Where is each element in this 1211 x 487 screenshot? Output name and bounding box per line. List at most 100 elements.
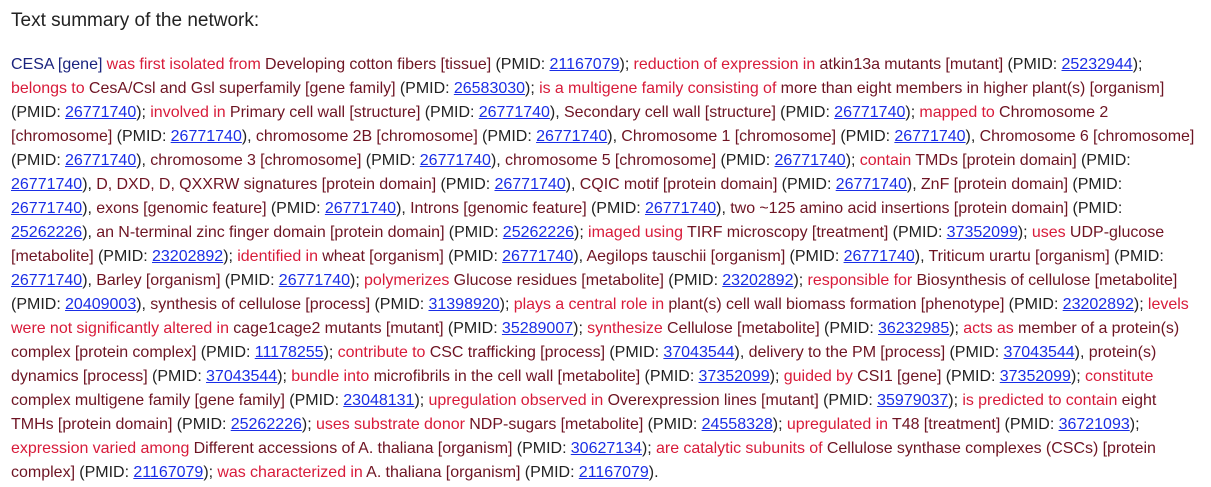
- pmid-link[interactable]: 26771740: [11, 272, 83, 289]
- relation-phrase: upregulation observed in: [428, 392, 608, 409]
- entity-term: an N-terminal zinc finger domain [protei…: [96, 224, 449, 241]
- pmid-link[interactable]: 26771740: [774, 152, 846, 169]
- citation-punctuation: );: [349, 272, 365, 289]
- pmid-link[interactable]: 26771740: [834, 104, 906, 121]
- entity-term: Cellulose synthase complexes (CSCs) [pro…: [11, 440, 1156, 481]
- citation-punctuation: (PMID:: [11, 152, 66, 169]
- citation-punctuation: (PMID:: [644, 368, 699, 385]
- entity-term: T48 [treatment]: [891, 416, 1005, 433]
- citation-punctuation: (PMID:: [97, 248, 152, 265]
- citation-punctuation: (PMID:: [224, 272, 279, 289]
- citation-punctuation: (PMID:: [524, 464, 579, 481]
- citation-punctuation: );: [223, 248, 238, 265]
- pmid-link[interactable]: 21167079: [549, 56, 620, 73]
- relation-phrase: synthesize: [587, 320, 667, 337]
- citation-punctuation: (PMID:: [789, 248, 844, 265]
- pmid-link[interactable]: 26771740: [536, 128, 608, 145]
- entity-term: Different accessions of A. thaliana [org…: [193, 440, 517, 457]
- citation-punctuation: );: [1133, 296, 1148, 313]
- pmid-link[interactable]: 26583030: [453, 80, 526, 97]
- entity-term: ZnF [protein domain]: [920, 176, 1073, 193]
- pmid-link[interactable]: 25262226: [502, 224, 574, 241]
- relation-phrase: uses: [1031, 224, 1070, 241]
- relation-phrase: levels were not significantly altered in: [11, 296, 1189, 337]
- relation-phrase: uses substrate donor: [315, 416, 470, 433]
- citation-punctuation: (PMID:: [1007, 56, 1062, 73]
- citation-punctuation: );: [619, 56, 634, 73]
- relation-phrase: are catalytic subunits of: [656, 440, 827, 457]
- pmid-link[interactable]: 26771740: [324, 200, 397, 217]
- citation-punctuation: (PMID:: [424, 104, 479, 121]
- pmid-link[interactable]: 26771740: [502, 248, 574, 265]
- pmid-link[interactable]: 23048131: [343, 392, 415, 409]
- citation-punctuation: );: [1132, 56, 1143, 73]
- pmid-link[interactable]: 37043544: [206, 368, 278, 385]
- entity-term: member of a protein(s) complex [protein …: [11, 320, 1180, 361]
- pmid-link[interactable]: 26771740: [65, 104, 137, 121]
- citation-punctuation: ),: [607, 128, 622, 145]
- pmid-link[interactable]: 24558328: [701, 416, 773, 433]
- pmid-link[interactable]: 26771740: [894, 128, 966, 145]
- pmid-link[interactable]: 26771740: [278, 272, 350, 289]
- pmid-link[interactable]: 25262226: [230, 416, 302, 433]
- citation-punctuation: (PMID:: [824, 320, 879, 337]
- pmid-link[interactable]: 23202892: [722, 272, 794, 289]
- relation-phrase: involved in: [150, 104, 230, 121]
- citation-punctuation: );: [772, 416, 787, 433]
- pmid-link[interactable]: 26771740: [11, 176, 83, 193]
- citation-punctuation: ),: [396, 200, 411, 217]
- citation-punctuation: );: [1070, 368, 1085, 385]
- pmid-link[interactable]: 21167079: [578, 464, 649, 481]
- pmid-link[interactable]: 23202892: [152, 248, 224, 265]
- gene-term: CESA [gene]: [11, 56, 107, 73]
- citation-punctuation: );: [499, 296, 514, 313]
- pmid-link[interactable]: 37043544: [1003, 344, 1075, 361]
- citation-punctuation: (PMID:: [495, 56, 550, 73]
- pmid-link[interactable]: 37352099: [698, 368, 770, 385]
- pmid-link[interactable]: 26771740: [11, 200, 83, 217]
- relation-phrase: acts as: [963, 320, 1018, 337]
- pmid-link[interactable]: 26771740: [65, 152, 137, 169]
- entity-term: exons [genomic feature]: [96, 200, 271, 217]
- pmid-link[interactable]: 37352099: [999, 368, 1071, 385]
- citation-punctuation: );: [845, 152, 860, 169]
- citation-punctuation: (PMID:: [1004, 416, 1059, 433]
- relation-phrase: polymerizes: [364, 272, 454, 289]
- relation-phrase: imaged using: [588, 224, 687, 241]
- citation-punctuation: );: [1017, 224, 1032, 241]
- pmid-link[interactable]: 36721093: [1058, 416, 1130, 433]
- entity-term: Triticum urartu [organism]: [928, 248, 1115, 265]
- pmid-link[interactable]: 35979037: [877, 392, 949, 409]
- relation-phrase: is predicted to contain: [962, 392, 1122, 409]
- pmid-link[interactable]: 26771740: [419, 152, 491, 169]
- pmid-link[interactable]: 37043544: [663, 344, 735, 361]
- citation-punctuation: );: [301, 416, 316, 433]
- pmid-link[interactable]: 26771740: [843, 248, 915, 265]
- citation-punctuation: ),: [136, 296, 151, 313]
- pmid-link[interactable]: 26771740: [644, 200, 717, 217]
- entity-term: CSI1 [gene]: [857, 368, 946, 385]
- entity-term: eight TMHs [protein domain]: [11, 392, 1157, 433]
- pmid-link[interactable]: 31398920: [428, 296, 500, 313]
- pmid-link[interactable]: 36232985: [878, 320, 950, 337]
- pmid-link[interactable]: 30627134: [570, 440, 642, 457]
- pmid-link[interactable]: 23202892: [1062, 296, 1134, 313]
- pmid-link[interactable]: 21167079: [133, 464, 204, 481]
- citation-punctuation: ),: [490, 152, 505, 169]
- pmid-link[interactable]: 35289007: [501, 320, 574, 337]
- entity-term: Glucose residues [metabolite]: [453, 272, 669, 289]
- pmid-link[interactable]: 26771740: [494, 176, 566, 193]
- pmid-link[interactable]: 37352099: [946, 224, 1018, 241]
- pmid-link[interactable]: 20409003: [65, 296, 137, 313]
- pmid-link[interactable]: 11178255: [254, 344, 324, 361]
- pmid-link[interactable]: 26771740: [170, 128, 242, 145]
- network-summary-paragraph: CESA [gene] was first isolated from Deve…: [11, 53, 1200, 485]
- pmid-link[interactable]: 26771740: [835, 176, 907, 193]
- pmid-link[interactable]: 26771740: [478, 104, 550, 121]
- citation-punctuation: (PMID:: [945, 368, 1000, 385]
- citation-punctuation: (PMID:: [116, 128, 171, 145]
- citation-punctuation: (PMID:: [780, 104, 835, 121]
- pmid-link[interactable]: 25232944: [1061, 56, 1133, 73]
- citation-punctuation: ),: [241, 128, 256, 145]
- pmid-link[interactable]: 25262226: [11, 224, 83, 241]
